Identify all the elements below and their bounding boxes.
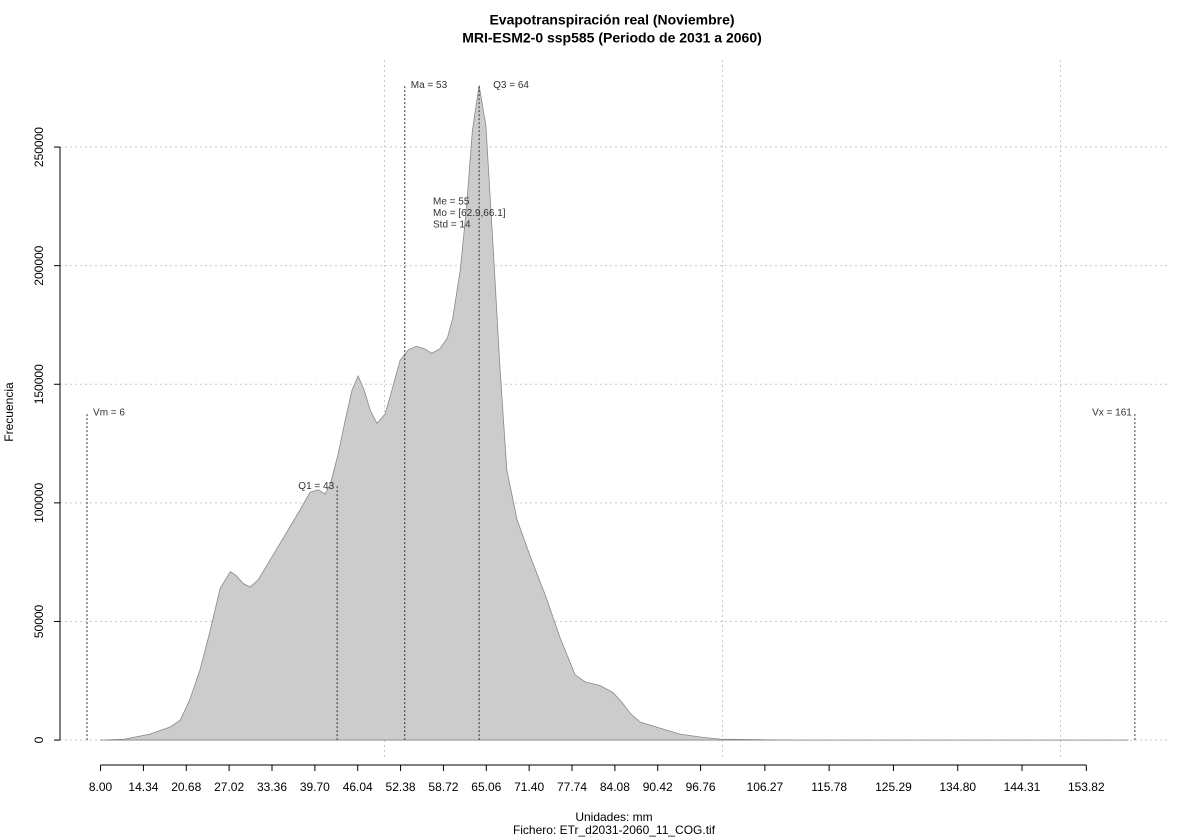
x-tick-label: 84.08 [600, 780, 630, 794]
annotation-label: Ma = 53 [411, 80, 448, 91]
y-tick-label: 250000 [32, 127, 46, 167]
x-tick-label: 125.29 [875, 780, 912, 794]
x-tick-label: 20.68 [171, 780, 201, 794]
x-tick-label: 39.70 [300, 780, 330, 794]
x-tick-label: 14.34 [128, 780, 158, 794]
y-tick-label: 100000 [32, 483, 46, 523]
x-tick-label: 90.42 [643, 780, 673, 794]
x-tick-label: 153.82 [1068, 780, 1105, 794]
chart-subtitle: MRI-ESM2-0 ssp585 (Periodo de 2031 a 206… [462, 30, 762, 46]
x-tick-label: 33.36 [257, 780, 287, 794]
x-tick-label: 52.38 [386, 780, 416, 794]
x-tick-label: 27.02 [214, 780, 244, 794]
chart-title: Evapotranspiración real (Noviembre) [489, 12, 734, 28]
annotation-label: Q3 = 64 [493, 80, 529, 91]
x-tick-label: 77.74 [557, 780, 587, 794]
stats-label: Mo = [62.9,66.1] [433, 208, 506, 219]
x-tick-label: 8.00 [89, 780, 113, 794]
y-axis-label: Frecuencia [2, 382, 16, 442]
x-tick-label: 134.80 [939, 780, 976, 794]
x-tick-label: 71.40 [514, 780, 544, 794]
y-tick-label: 50000 [32, 604, 46, 638]
x-tick-label: 96.76 [686, 780, 716, 794]
annotation-label: Vx = 161 [1092, 407, 1132, 418]
y-tick-label: 0 [32, 736, 46, 743]
x-axis-label: Unidades: mm [575, 810, 652, 824]
annotation-label: Q1 = 43 [298, 481, 334, 492]
x-tick-label: 144.31 [1004, 780, 1041, 794]
caption: Fichero: ETr_d2031-2060_11_COG.tif [513, 823, 716, 837]
x-tick-label: 106.27 [747, 780, 784, 794]
stats-label: Std = 14 [433, 220, 471, 231]
y-tick-label: 150000 [32, 364, 46, 404]
x-tick-label: 46.04 [343, 780, 373, 794]
stats-label: Me = 55 [433, 197, 470, 208]
y-tick-label: 200000 [32, 245, 46, 285]
x-tick-label: 65.06 [471, 780, 501, 794]
annotation-label: Vm = 6 [93, 407, 125, 418]
x-tick-label: 58.72 [428, 780, 458, 794]
x-tick-label: 115.78 [811, 780, 847, 794]
density-area [100, 85, 1129, 741]
